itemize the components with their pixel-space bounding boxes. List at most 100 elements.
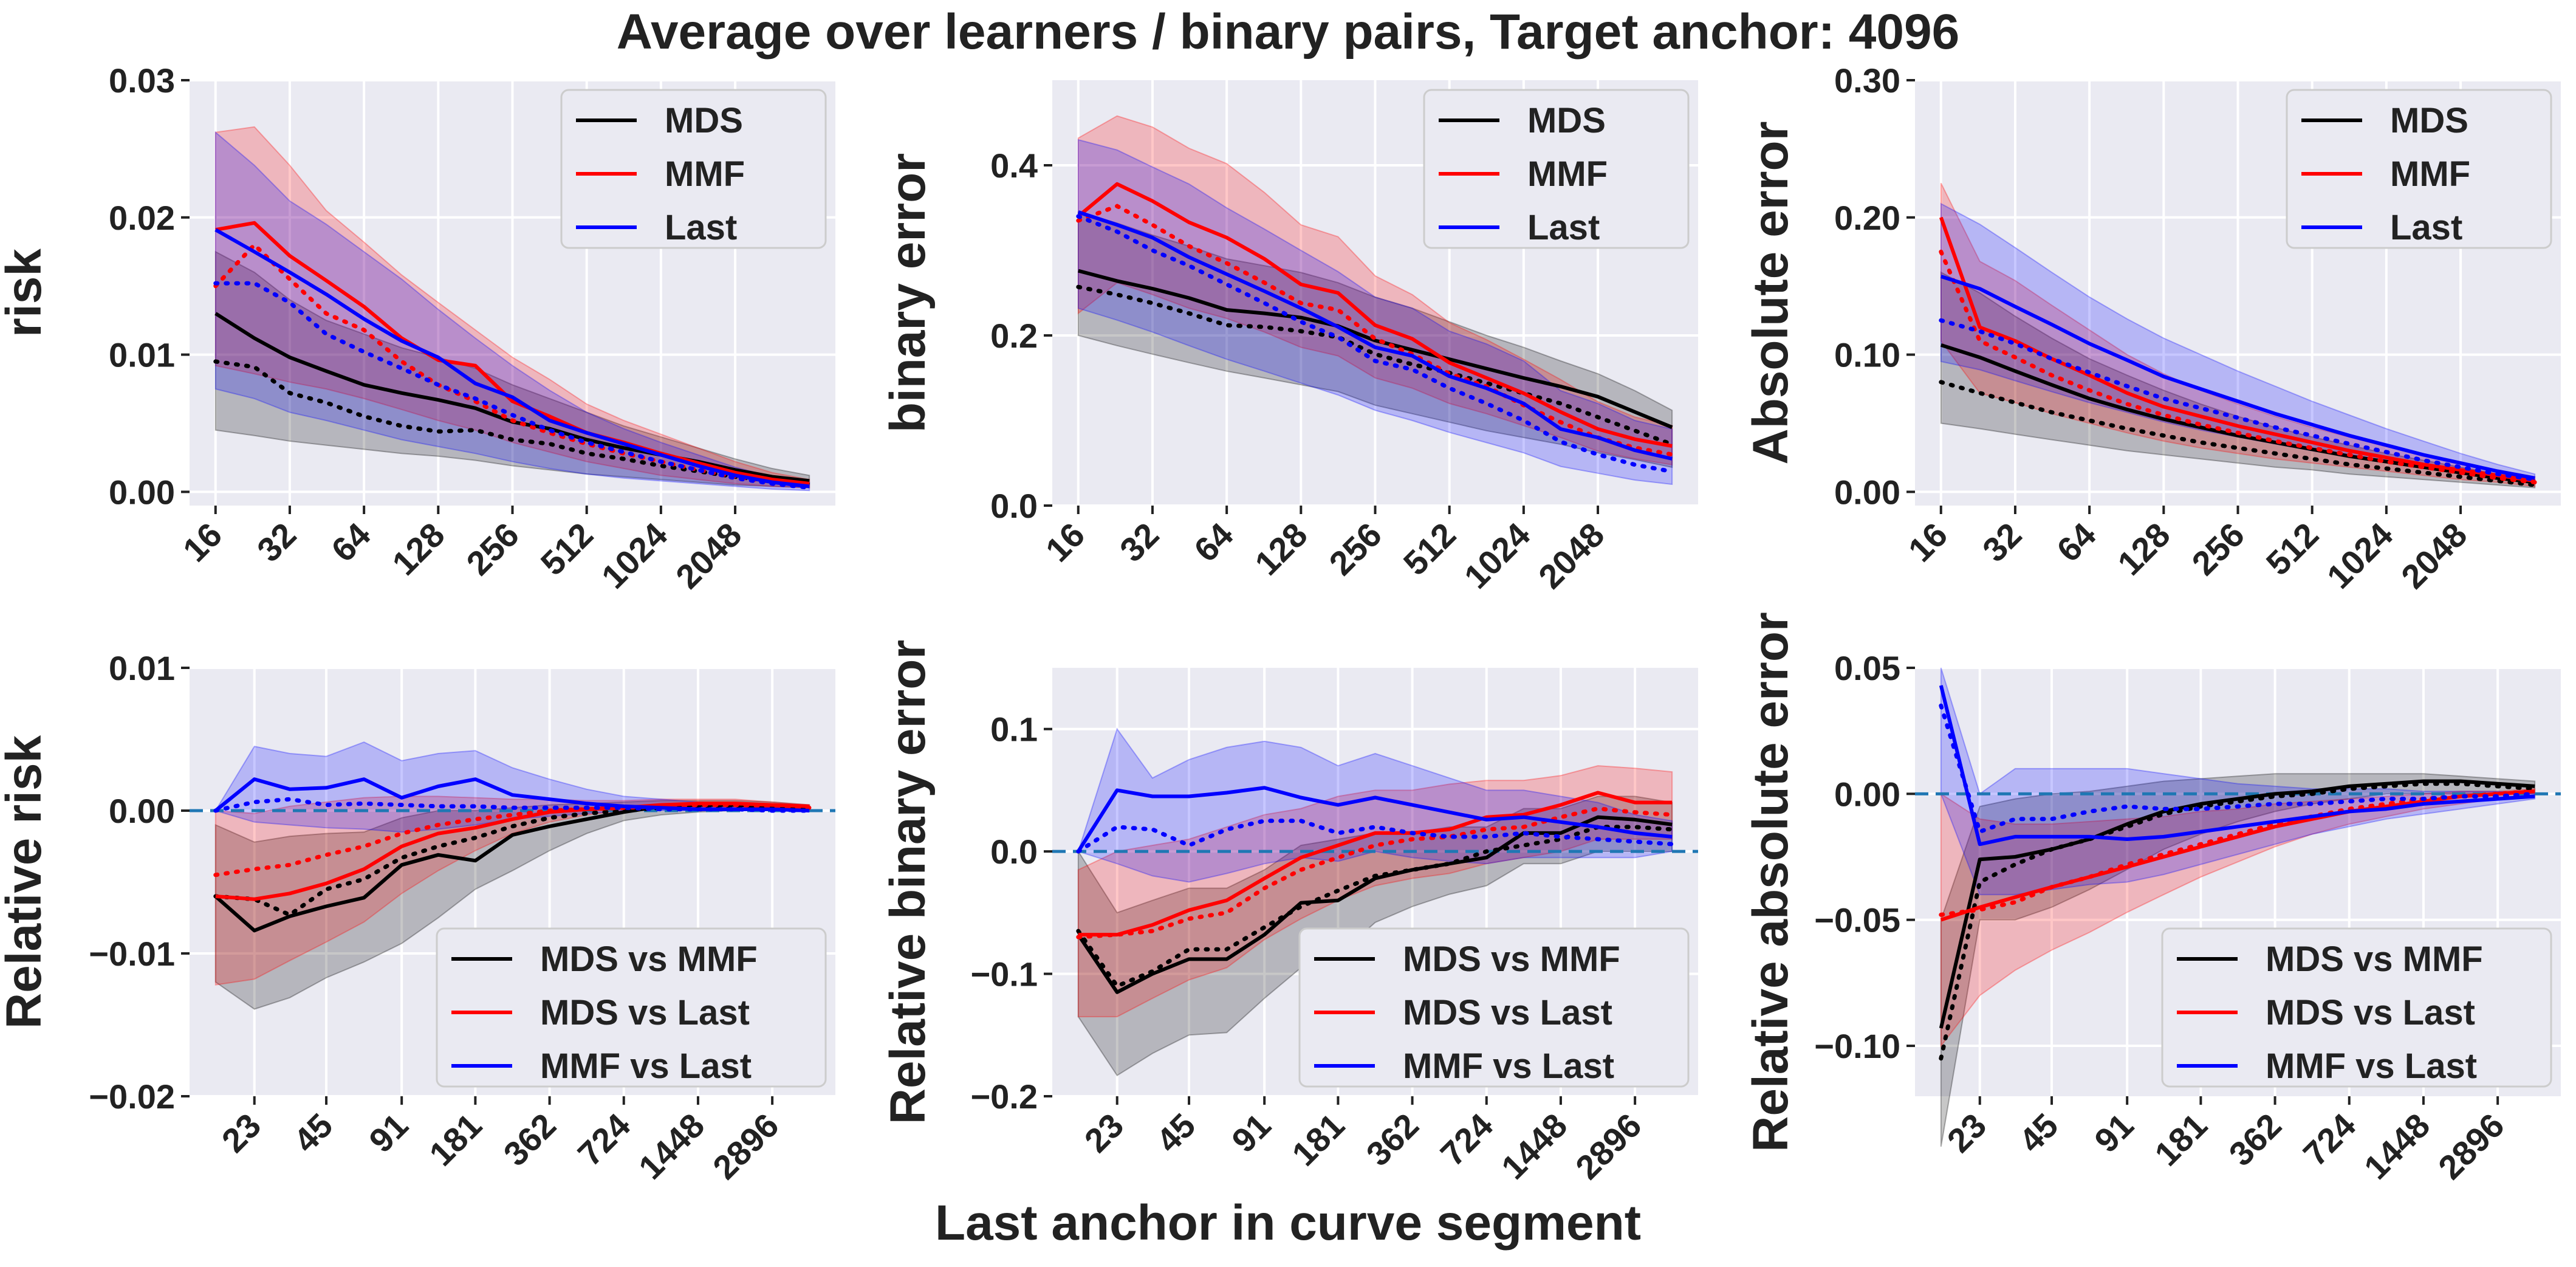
- legend-label: Last: [665, 208, 737, 247]
- x-tick-label: 16: [1901, 515, 1955, 569]
- shared-x-axis-label: Last anchor in curve segment: [935, 1195, 1641, 1251]
- x-tick-label: 64: [1187, 515, 1241, 569]
- legend-frame: [436, 927, 827, 1088]
- x-tick-label: 256: [459, 515, 526, 583]
- chart-panel-bottom-right: −0.10 −0.05 0.00 0.05 23 45 91 181 362 7241448289…: [1743, 612, 2561, 1187]
- legend-label: MDS vs MMF: [1403, 939, 1620, 979]
- mean-line-mds: [1940, 343, 2535, 484]
- confidence-band-mmf: [1940, 182, 2536, 487]
- x-tick-label: 45: [286, 1106, 340, 1160]
- y-tick-label: 0.4: [990, 146, 1038, 185]
- confidence-band-mmf: [214, 126, 810, 489]
- x-tick-label: 128: [385, 515, 452, 583]
- median-line-mds: [1076, 284, 1674, 447]
- x-tick-label: 724: [1433, 1106, 1501, 1173]
- x-tick-label: 512: [533, 515, 601, 583]
- mean-line-last: [1940, 275, 2535, 480]
- x-tick-label: 256: [2184, 515, 2252, 583]
- legend-label: MDS vs MMF: [2266, 939, 2483, 979]
- x-tick-label: 45: [1149, 1106, 1203, 1160]
- x-tick-label: 128: [2110, 515, 2177, 583]
- legend: MDS vs MMF MDS vs Last MMF vs Last: [2161, 927, 2552, 1088]
- x-tick-label: 91: [1224, 1106, 1278, 1160]
- y-tick-label: 0.1: [990, 710, 1038, 749]
- legend: MDS vs MMF MDS vs Last MMF vs Last: [1298, 927, 1690, 1088]
- x-tick-label: 362: [496, 1106, 563, 1173]
- mean-line-mds-vs-last: [1078, 791, 1673, 937]
- legend-label: MDS: [2390, 101, 2468, 140]
- y-axis-label: binary error: [880, 153, 936, 433]
- median-line-last: [213, 281, 812, 490]
- y-tick-label: 0.10: [1834, 336, 1900, 374]
- legend-label: MMF vs Last: [2266, 1046, 2477, 1086]
- x-tick-label: 362: [1358, 1106, 1426, 1173]
- median-line-mds: [1939, 380, 2537, 487]
- legend: MDS MMF Last: [2286, 89, 2552, 249]
- mean-line-last: [1077, 210, 1673, 461]
- legend-label: MDS: [665, 101, 743, 140]
- legend-frame: [2161, 927, 2552, 1088]
- legend-label: MDS: [1527, 101, 1606, 140]
- y-tick-label: 0.03: [109, 61, 175, 100]
- mean-line-mmf-vs-last: [1939, 685, 2535, 846]
- mean-line-mmf: [1077, 182, 1673, 448]
- y-tick-label: −0.1: [970, 955, 1038, 994]
- y-tick-label: 0.0: [990, 833, 1038, 871]
- x-tick-label: 2896: [1568, 1106, 1649, 1187]
- y-axis-label: Absolute error: [1743, 122, 1798, 465]
- mean-line-mmf: [215, 221, 810, 486]
- x-tick-label: 181: [2147, 1106, 2215, 1173]
- x-tick-label: 2896: [705, 1106, 786, 1187]
- legend-label: MDS vs Last: [540, 993, 750, 1032]
- median-line-mds-vs-mmf: [1939, 781, 2537, 1061]
- x-tick-label: 1448: [631, 1106, 712, 1187]
- x-tick-label: 1448: [1494, 1106, 1575, 1187]
- mean-line-last: [214, 228, 810, 489]
- median-line-last: [1939, 318, 2537, 482]
- y-axis-label: Relative absolute error: [1743, 612, 1798, 1152]
- x-tick-label: 23: [1940, 1106, 1994, 1160]
- legend: MDS vs MMF MDS vs Last MMF vs Last: [436, 927, 827, 1088]
- x-tick-label: 512: [1396, 515, 1464, 583]
- mean-line-mds-vs-mmf: [1939, 779, 2535, 1029]
- legend-label: Last: [2390, 208, 2462, 247]
- y-tick-label: 0.01: [109, 336, 175, 374]
- median-line-mmf: [1939, 249, 2537, 485]
- y-tick-label: −0.02: [89, 1077, 175, 1116]
- legend-label: MMF: [1527, 154, 1608, 194]
- confidence-band-last: [214, 131, 810, 492]
- y-tick-label: 0.30: [1834, 61, 1900, 100]
- y-axis-label: Relative binary error: [880, 640, 936, 1125]
- y-tick-label: 0.00: [109, 792, 175, 830]
- x-tick-label: 45: [2012, 1106, 2066, 1160]
- legend-frame: [2286, 89, 2552, 249]
- x-tick-label: 32: [1112, 515, 1166, 569]
- x-tick-label: 724: [570, 1106, 638, 1173]
- median-line-mds-vs-last: [1076, 806, 1674, 939]
- x-tick-label: 32: [250, 515, 304, 569]
- x-tick-label: 1024: [1457, 515, 1538, 596]
- y-axis-label: risk: [0, 249, 52, 337]
- y-tick-label: 0.01: [109, 649, 175, 687]
- legend: MDS MMF Last: [1423, 89, 1690, 249]
- x-tick-label: 91: [2087, 1106, 2141, 1160]
- median-line-mmf: [1076, 204, 1674, 457]
- y-tick-label: −0.10: [1814, 1027, 1900, 1065]
- legend: MDS MMF Last: [560, 89, 827, 249]
- x-tick-label: 64: [2049, 515, 2103, 569]
- y-tick-label: −0.2: [970, 1077, 1038, 1116]
- figure-title: Average over learners / binary pairs, Ta…: [617, 4, 1959, 60]
- mean-line-mds: [1078, 269, 1673, 429]
- median-line-mds-vs-mmf: [1076, 825, 1674, 989]
- mean-line-mmf-vs-last: [1077, 786, 1673, 853]
- x-tick-label: 2896: [2431, 1106, 2512, 1187]
- x-tick-label: 1024: [2320, 515, 2400, 596]
- median-line-mds: [213, 359, 812, 486]
- x-tick-label: 2048: [2394, 515, 2475, 596]
- legend-label: MMF vs Last: [540, 1046, 752, 1086]
- y-tick-label: −0.05: [1814, 901, 1900, 939]
